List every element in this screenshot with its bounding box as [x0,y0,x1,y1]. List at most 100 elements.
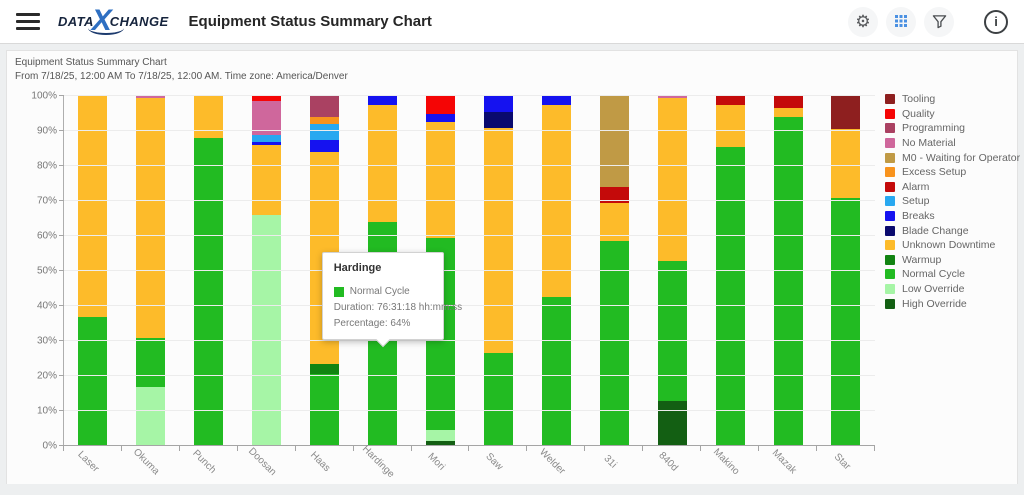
bar-segment[interactable] [252,135,281,142]
bar-segment[interactable] [542,96,571,105]
filter-button[interactable] [924,7,954,37]
bar-segment[interactable] [368,96,397,105]
legend-item[interactable]: Blade Change [885,223,1009,238]
gridline [64,235,875,236]
bar-punch[interactable] [194,96,223,446]
legend-item[interactable]: Quality [885,107,1009,122]
bar-makino[interactable] [716,96,745,446]
legend-item[interactable]: M0 - Waiting for Operator [885,150,1009,165]
legend-swatch [885,109,895,119]
bar-welder[interactable] [542,96,571,446]
tooltip-title: Hardinge [334,262,432,281]
bar-segment[interactable] [716,105,745,147]
bar-segment[interactable] [484,353,513,446]
legend-item[interactable]: Setup [885,194,1009,209]
bar-segment[interactable] [310,117,339,124]
bar-segment[interactable] [774,117,803,446]
legend-label: Breaks [902,210,935,222]
bar-segment[interactable] [716,96,745,105]
bar-840d[interactable] [658,96,687,446]
y-tick-label: 60% [17,231,57,242]
y-tick-label: 70% [17,196,57,207]
gridline [64,165,875,166]
bar-segment[interactable] [542,297,571,446]
bar-segment[interactable] [252,215,281,446]
bar-segment[interactable] [426,114,455,123]
logo-swoosh [88,21,124,35]
bar-segment[interactable] [426,96,455,114]
legend-item[interactable]: Breaks [885,209,1009,224]
legend-label: Excess Setup [902,166,966,178]
x-axis-label: Okuma [131,447,162,478]
bar-doosan[interactable] [252,96,281,446]
legend-item[interactable]: Unknown Downtime [885,238,1009,253]
dataxchange-logo: DATA X CHANGE [58,7,169,37]
bar-mazak[interactable] [774,96,803,446]
bar-segment[interactable] [426,430,455,441]
bar-segment[interactable] [136,338,165,387]
chart-title: Equipment Status Summary Chart [15,56,1009,70]
bar-saw[interactable] [484,96,513,446]
bar-column [122,96,180,446]
legend-item[interactable]: Excess Setup [885,165,1009,180]
bar-segment[interactable] [426,122,455,238]
bar-segment[interactable] [658,401,687,447]
bar-segment[interactable] [774,96,803,108]
bar-segment[interactable] [716,147,745,446]
legend-item[interactable]: No Material [885,136,1009,151]
x-cell: Makino [701,451,759,495]
info-button[interactable]: i [984,10,1008,34]
bar-segment[interactable] [484,112,513,128]
bar-okuma[interactable] [136,96,165,446]
bar-segment[interactable] [484,128,513,354]
legend-item[interactable]: Normal Cycle [885,267,1009,282]
bar-segment[interactable] [136,98,165,338]
x-axis-label: Doosan [246,446,278,478]
bar-segment[interactable] [368,105,397,222]
bar-segment[interactable] [831,129,860,197]
menu-icon[interactable] [16,13,40,30]
legend-item[interactable]: Tooling [885,92,1009,107]
bar-31i[interactable] [600,96,629,446]
bar-segment[interactable] [310,364,339,375]
bar-segment[interactable] [831,96,860,129]
grid-view-button[interactable] [886,7,916,37]
tooltip: Hardinge Normal Cycle Duration: 76:31:18… [322,252,444,340]
x-axis-label: Star [832,452,853,473]
x-cell: Saw [469,451,527,495]
bar-segment[interactable] [136,387,165,447]
legend-item[interactable]: Low Override [885,282,1009,297]
bar-segment[interactable] [194,96,223,138]
settings-button[interactable]: ⚙ [848,7,878,37]
gridline [64,410,875,411]
legend-item[interactable]: High Override [885,296,1009,311]
bar-segment[interactable] [310,124,339,140]
bar-column [64,96,122,446]
bar-segment[interactable] [600,241,629,446]
legend-item[interactable]: Alarm [885,180,1009,195]
bar-segment[interactable] [600,96,629,187]
y-tick-label: 50% [17,266,57,277]
bar-segment[interactable] [658,261,687,401]
bar-segment[interactable] [252,145,281,215]
bar-star[interactable] [831,96,860,446]
x-cell: Okuma [121,451,179,495]
chart-body: Hardinge Normal Cycle Duration: 76:31:18… [15,88,1009,495]
legend-item[interactable]: Programming [885,121,1009,136]
bar-segment[interactable] [658,98,687,261]
bar-segment[interactable] [310,140,339,152]
bar-segment[interactable] [78,317,107,447]
bar-segment[interactable] [542,105,571,298]
bar-segment[interactable] [774,108,803,117]
legend-item[interactable]: Warmup [885,253,1009,268]
bar-column [817,96,875,446]
bar-laser[interactable] [78,96,107,446]
legend-label: Normal Cycle [902,268,965,280]
bars-row [64,96,875,446]
bar-segment[interactable] [310,96,339,117]
legend-label: Warmup [902,254,941,266]
bar-segment[interactable] [194,138,223,446]
bar-column [701,96,759,446]
bar-segment[interactable] [484,96,513,112]
legend-label: No Material [902,137,956,149]
